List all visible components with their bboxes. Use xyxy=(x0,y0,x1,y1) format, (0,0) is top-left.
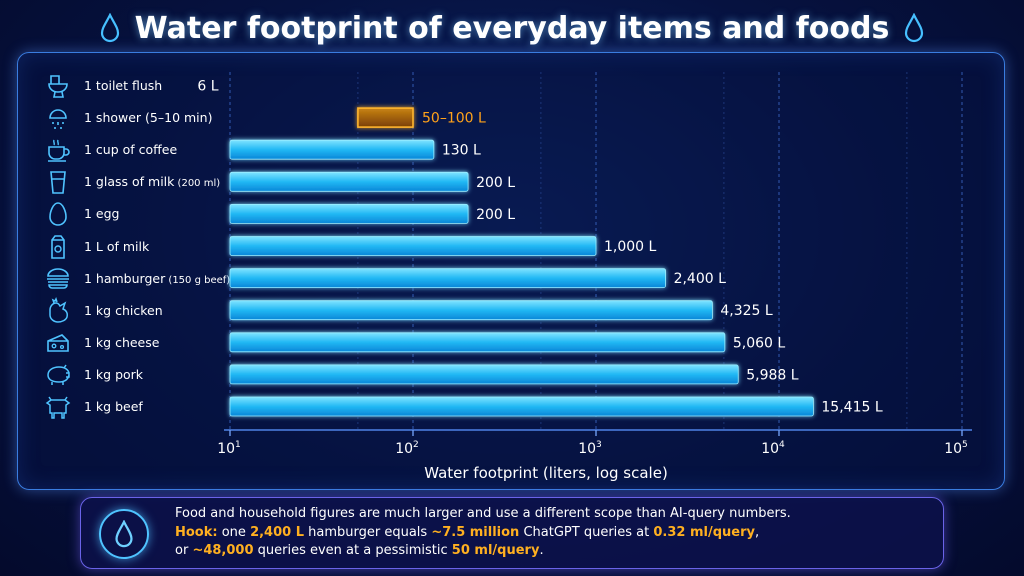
bar xyxy=(229,236,597,256)
egg-icon xyxy=(49,202,67,226)
category-label: 1 toilet flush xyxy=(84,78,163,93)
category-label-row: 1 kg beef xyxy=(44,395,234,419)
footer-text: Food and household figures are much larg… xyxy=(175,505,791,561)
x-tick-label: 102 xyxy=(395,440,419,457)
title-bar: Water footprint of everyday items and fo… xyxy=(0,6,1024,50)
category-label: 1 egg xyxy=(84,206,120,222)
x-axis-title: Water footprint (liters, log scale) xyxy=(424,464,668,482)
category-label: 1 hamburger (150 g beef) xyxy=(84,270,231,286)
water-drop-icon xyxy=(100,13,119,43)
value-label: 5,988 L xyxy=(746,367,799,383)
category-label: 1 kg cheese xyxy=(84,334,160,350)
bar xyxy=(229,300,713,321)
x-tick-label: 105 xyxy=(944,440,968,457)
bar xyxy=(229,203,469,224)
footer-line-3-segment: 50 ml/query xyxy=(451,543,540,558)
value-label: 5,060 L xyxy=(733,335,786,351)
cow-icon xyxy=(45,396,71,419)
footer-line-1: Food and household figures are much larg… xyxy=(175,506,791,521)
value-label: 200 L xyxy=(476,175,515,191)
water-drop-icon xyxy=(905,13,924,43)
bar xyxy=(229,171,469,192)
bar xyxy=(229,364,739,385)
footer-line-3-segment: queries even at a pessimistic xyxy=(253,543,452,558)
footer-line-3-segment: or xyxy=(175,543,193,558)
toilet-icon xyxy=(48,74,68,98)
shower-icon xyxy=(49,108,67,129)
footer-note: Food and household figures are much larg… xyxy=(80,497,944,569)
category-label-row: 1 kg pork xyxy=(44,362,234,386)
category-label-row: 1 kg cheese xyxy=(44,330,234,354)
value-label: 200 L xyxy=(476,207,515,223)
category-label: 1 kg beef xyxy=(84,399,143,414)
category-label: 1 L of milk xyxy=(84,238,150,254)
footer-line-2-segment: one xyxy=(217,524,251,540)
category-label: 1 cup of coffee xyxy=(84,142,178,158)
category-label: 1 kg chicken xyxy=(84,302,163,318)
chicken-icon xyxy=(49,297,68,323)
footer-line-2-segment: , xyxy=(755,524,760,540)
value-label: 2,400 L xyxy=(674,271,727,287)
category-label-row: 1 hamburger (150 g beef) xyxy=(44,266,234,290)
value-label: 1,000 L xyxy=(604,239,657,255)
category-label-row: 1 cup of coffee xyxy=(44,138,234,162)
x-tick-label: 103 xyxy=(578,440,602,457)
pig-icon xyxy=(47,364,70,386)
category-label: 1 kg pork xyxy=(84,366,144,382)
value-label: 50–100 L xyxy=(422,111,486,127)
category-label-row: 1 toilet flush xyxy=(44,74,234,98)
water-drop-icon xyxy=(99,509,149,559)
value-label: 4,325 L xyxy=(720,303,773,319)
footer-line-2-segment: hamburger equals xyxy=(304,524,432,540)
range-bar xyxy=(357,107,414,128)
category-label-row: 1 L of milk xyxy=(44,234,234,259)
footer-line-2-segment: ChatGPT queries at xyxy=(519,524,654,540)
category-label-row: 1 glass of milk (200 ml) xyxy=(44,170,234,194)
coffee-cup-icon xyxy=(48,139,70,162)
value-label: 15,415 L xyxy=(821,400,882,416)
footer-line-2-segment: ~7.5 million xyxy=(431,524,520,540)
value-label: 6 L xyxy=(197,79,218,95)
bar xyxy=(229,139,435,160)
footer-line-3-segment: ~48,000 xyxy=(192,543,254,558)
footer-line-2-segment: 0.32 ml/query xyxy=(653,524,755,540)
hamburger-icon xyxy=(47,268,69,289)
bar xyxy=(229,396,814,417)
category-label-row: 1 shower (5–10 min) xyxy=(44,106,234,130)
bar xyxy=(229,268,666,289)
footer-line-2: Hook: one 2,400 L hamburger equals ~7.5 … xyxy=(175,524,791,543)
x-tick-label: 101 xyxy=(217,440,241,457)
footer-line-3: or ~48,000 queries even at a pessimistic… xyxy=(175,542,791,561)
value-label: 130 L xyxy=(442,143,481,159)
cheese-icon xyxy=(47,334,69,353)
bar-chart: 101 102 103 104 105 Water footprint (liters, … xyxy=(197,72,972,482)
category-label: 1 glass of milk (200 ml) xyxy=(84,174,221,190)
bar xyxy=(229,332,726,353)
milk-carton-icon xyxy=(51,235,65,259)
chart-title: Water footprint of everyday items and fo… xyxy=(134,10,890,46)
category-label-row: 1 kg chicken xyxy=(44,297,234,323)
category-label-row: 1 egg xyxy=(44,202,234,226)
glass-icon xyxy=(50,170,66,194)
category-label: 1 shower (5–10 min) xyxy=(84,110,213,126)
x-tick-label: 104 xyxy=(761,440,785,457)
footer-line-2-segment: Hook: xyxy=(175,524,218,540)
footer-line-2-segment: 2,400 L xyxy=(250,524,304,540)
footer-line-3-segment: . xyxy=(539,543,544,558)
